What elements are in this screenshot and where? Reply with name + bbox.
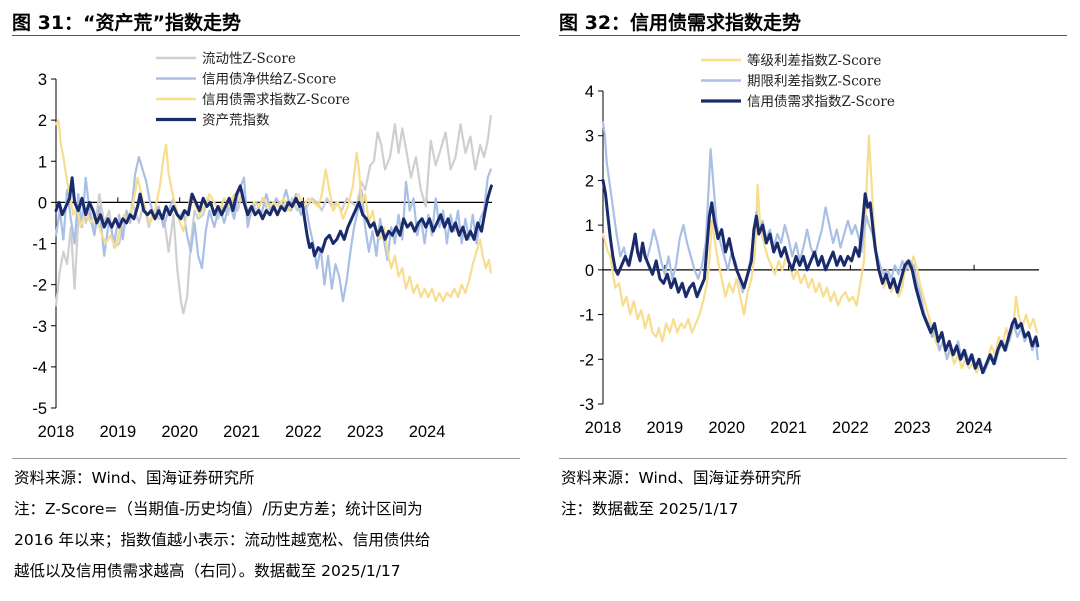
left-x-tick-label: 2023 (347, 423, 384, 441)
right-series-grade-line (601, 134, 1039, 374)
left-footnote-line-1: 注：Z-Score=（当期值-历史均值）/历史方差；统计区间为 (14, 500, 423, 518)
right-x-tick-label: 2024 (956, 419, 993, 437)
left-legend-label-supply: 信用债净供给Z-Score (202, 72, 336, 88)
right-series-term-line (601, 121, 1039, 374)
right-footnote-line-1: 注：数据截至 2025/1/17 (561, 500, 739, 518)
right-y-tick-label: -2 (579, 351, 594, 369)
right-figure-title: 图 32：信用债需求指数走势 (559, 12, 802, 34)
right-x-tick-label: 2023 (894, 419, 931, 437)
right-x-tick-label: 2018 (585, 419, 622, 437)
right-chart: 4 3 2 1 0 -1 -2 -3 2018 2019 2020 2021 2022 2023 2024 等… (579, 52, 1040, 437)
left-x-tick-label: 2022 (285, 423, 322, 441)
left-footnote-line-2: 2016 年以来；指数值越小表示：流动性越宽松、信用债供给 (14, 531, 431, 549)
left-x-tick-label: 2020 (161, 423, 198, 441)
right-source-rule (559, 458, 1067, 459)
right-series-demand-line (601, 178, 1040, 375)
left-figure-title: 图 31：“资产荒”指数走势 (12, 12, 242, 34)
right-legend-label-demand: 信用债需求指数Z-Score (747, 94, 895, 110)
left-y-tick-label: -5 (32, 400, 47, 418)
left-legend-label-index: 资产荒指数 (202, 113, 270, 129)
right-title-rule (559, 35, 1067, 36)
right-y-tick-label: 3 (585, 128, 594, 146)
left-y-tick-label: 1 (38, 153, 47, 171)
right-y-tick-label: 2 (585, 172, 594, 190)
left-title-rule (12, 35, 520, 36)
right-x-tick-label: 2020 (708, 419, 745, 437)
left-x-tick-label: 2019 (99, 423, 136, 441)
right-x-tick-label: 2021 (770, 419, 807, 437)
left-series-liquidity-line (54, 114, 492, 315)
right-y-tick-label: -3 (579, 396, 594, 414)
left-x-tick-label: 2021 (223, 423, 260, 441)
right-y-tick-label: 1 (585, 217, 594, 235)
left-y-tick-label: 3 (38, 71, 47, 89)
left-x-tick-label: 2018 (38, 423, 75, 441)
left-x-tick-label: 2024 (409, 423, 446, 441)
right-source-note: 资料来源：Wind、国海证券研究所 (561, 469, 802, 487)
left-series-supply-line (54, 156, 492, 303)
right-y-tick-label: 0 (585, 262, 594, 280)
left-legend-label-demand: 信用债需求指数Z-Score (202, 92, 350, 108)
left-y-tick-label: -2 (32, 277, 47, 295)
left-source-note: 资料来源：Wind、国海证券研究所 (14, 469, 255, 487)
left-y-tick-label: -3 (32, 318, 47, 336)
right-x-tick-label: 2022 (832, 419, 869, 437)
left-series-index-line (54, 176, 493, 258)
left-y-tick-label: -4 (32, 359, 47, 377)
right-legend-label-term: 期限利差指数Z-Score (747, 74, 881, 90)
left-legend-label-liquidity: 流动性Z-Score (202, 51, 296, 67)
left-chart: 3 2 1 0 -1 -2 -3 -4 -5 2018 2019 2020 2021 2022 2023 20… (32, 51, 493, 441)
right-y-tick-label: -1 (579, 307, 594, 325)
left-footnote-line-3: 越低以及信用债需求越高（右同）。数据截至 2025/1/17 (14, 562, 401, 580)
left-y-tick-label: -1 (32, 236, 47, 254)
right-legend-label-grade: 等级利差指数Z-Score (747, 52, 881, 69)
right-x-tick-label: 2019 (646, 419, 683, 437)
right-y-tick-label: 4 (585, 83, 594, 101)
left-source-rule (12, 458, 520, 459)
left-y-tick-label: 0 (38, 194, 47, 212)
left-y-tick-label: 2 (38, 112, 47, 130)
